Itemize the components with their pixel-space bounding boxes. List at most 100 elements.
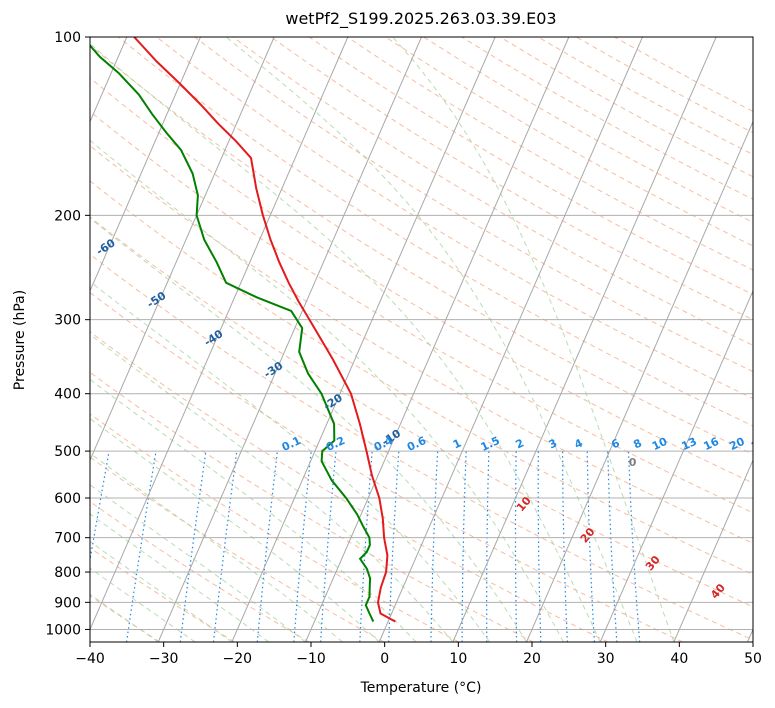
mixing-ratio-label: 16 [702,435,722,453]
y-axis-title: Pressure (hPa) [12,290,28,390]
moist-adiabat [90,593,159,642]
moist-adiabat [225,37,638,642]
y-tick-label: 500 [54,444,81,460]
moist-adiabat-label: 30 [643,553,663,573]
mixing-ratio-line [586,451,595,642]
dry-adiabat [90,110,753,514]
y-tick-label: 1000 [45,622,81,638]
y-tick-label: 400 [54,387,81,403]
dry-adiabats [90,37,753,642]
mixing-ratio-line [90,450,110,564]
x-tick-label: 40 [670,651,688,667]
isotherm-line [526,120,753,642]
dry-adiabat [90,371,534,642]
moist-adiabat [90,567,196,642]
mixing-ratio-line [320,451,337,642]
dry-adiabat [90,595,161,642]
x-tick-label: 0 [380,651,389,667]
dry-adiabat [90,44,753,455]
x-tick-label: −30 [149,651,179,667]
dry-adiabat [499,37,753,178]
dry-adiabat [90,413,459,642]
dry-adiabat [90,216,753,608]
mixing-ratio-label: 30 [772,435,775,453]
isotherm-line [673,458,753,642]
x-tick-label: 10 [449,651,467,667]
isotherm-label: -20 [321,391,345,413]
mixing-ratio-label: 10 [650,435,670,453]
wet-bulb-zero-label: 0 [629,456,637,469]
isotherm-label: -80 [0,129,17,151]
mixing-ratio-line [627,451,641,642]
moist-adiabat [392,37,675,642]
x-axis-ticks: −40 −30 −20 −10 0 10 20 30 40 50 [75,642,762,667]
moist-adiabat-label: 20 [578,525,598,545]
chart-title: wetPf2_S199.2025.263.03.39.E03 [285,9,556,29]
moist-adiabat [90,217,527,642]
mixing-ratio-label: 2 [514,436,526,451]
temperature-line [133,37,396,623]
mixing-ratio-line [486,451,490,642]
mixing-ratio-line [461,451,467,642]
dry-adiabat [614,37,753,112]
dry-adiabat [118,37,753,427]
mixing-ratio-line [537,451,542,642]
moist-adiabat [90,42,601,642]
isotherm-line [599,289,753,642]
isotherm-label: -60 [94,236,118,258]
dewpoint-line [90,43,375,623]
isotherm-line [231,37,496,642]
x-tick-label: −40 [75,651,105,667]
moist-adiabat [90,513,269,642]
y-tick-label: 100 [54,30,81,46]
moist-adiabat [90,452,343,642]
isotherm-line [157,37,422,642]
moist-adiabat [90,139,564,642]
isotherm-label: -70 [44,181,68,203]
mixing-ratio-line [607,451,618,642]
mixing-ratio-line [126,451,157,642]
dry-adiabat [576,37,753,134]
mixing-ratio-label: 25 [749,435,768,453]
mixing-ratio-line [212,451,238,642]
x-tick-label: −10 [296,651,326,667]
skewed-isotherms [90,37,753,642]
y-tick-label: 700 [54,531,81,547]
isotherm-line [90,37,349,631]
mixing-ratio-line [388,451,400,642]
isotherm-line [90,37,201,293]
plot-frame [89,36,754,643]
dry-adiabat [270,37,753,321]
mixing-ratio-line [514,451,518,642]
mixing-ratio-label: 3 [547,436,559,451]
moist-adiabat [90,417,380,642]
y-tick-label: 900 [54,595,81,611]
dry-adiabat [90,77,753,484]
dry-adiabat [90,547,235,642]
mixing-ratio-line [562,451,568,642]
isotherm-line [305,37,570,642]
x-tick-label: 30 [597,651,615,667]
dry-adiabat [194,37,753,373]
mixing-ratio-label: 13 [679,435,698,453]
y-tick-label: 800 [54,565,81,581]
moist-adiabat-label: 40 [708,581,728,601]
moist-adiabat [90,333,454,642]
mixing-ratio-label: 1 [451,436,463,451]
dry-adiabat [347,37,753,271]
series-layer [90,37,396,623]
x-tick-label: 50 [744,651,762,667]
mixing-ratio-label: 4 [572,436,585,451]
mixing-ratio-line [430,451,439,642]
isotherm-line [90,37,275,462]
isotherm-line [452,37,717,642]
isotherm-label: -40 [202,327,226,349]
dry-adiabat [461,37,753,200]
mixing-ratio-line [256,451,278,642]
y-tick-label: 200 [54,208,81,224]
moist-adiabat [90,484,306,642]
moist-adiabats [90,37,675,642]
mixing-ratio-line [179,451,207,642]
moist-adiabat-label: 10 [514,494,534,514]
